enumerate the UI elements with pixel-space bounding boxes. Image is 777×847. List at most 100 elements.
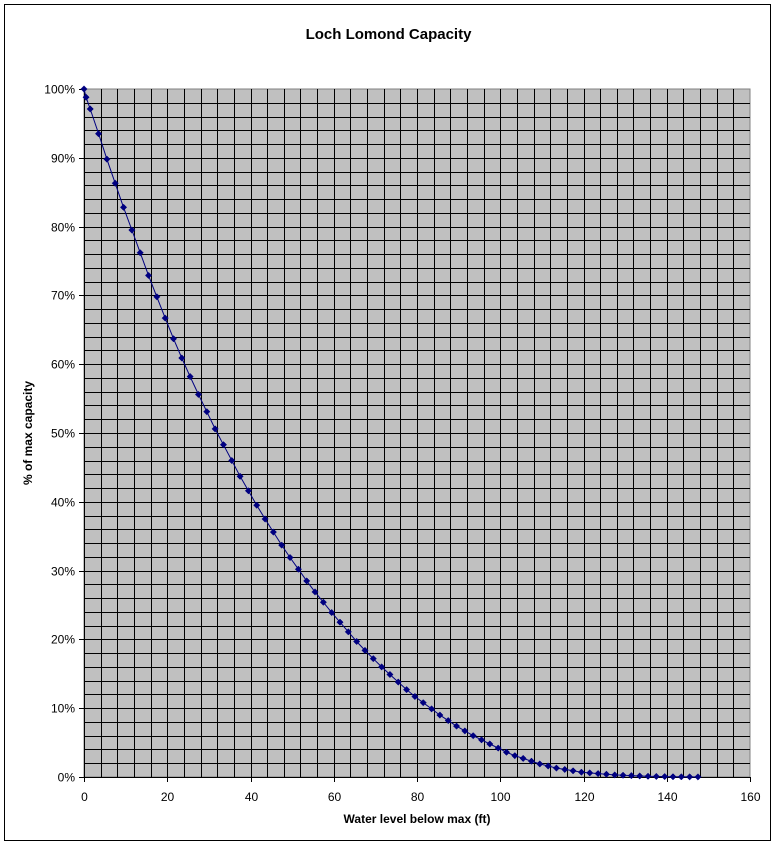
data-point [144,271,153,280]
data-point [95,130,103,138]
data-point [569,767,577,775]
data-point [511,752,519,760]
x-tick-label: 40 [245,790,259,804]
data-point [203,408,211,416]
x-tick-label: 160 [740,790,760,804]
data-point [494,744,502,752]
data-point [369,655,377,663]
data-point [119,203,128,211]
data-point [186,373,194,381]
data-point [128,226,136,234]
data-point [278,541,286,549]
data-point [136,249,144,257]
data-point [611,771,619,779]
data-point [519,754,527,762]
y-tick-label: 70% [51,289,75,303]
x-tick-label: 20 [161,790,175,804]
x-tick-label: 60 [328,790,342,804]
y-tick-label: 100% [44,83,75,97]
data-point [686,773,694,781]
data-point [319,598,327,606]
data-point [386,670,394,679]
data-point [219,441,227,449]
y-tick-label: 40% [51,496,75,510]
data-point [411,692,419,701]
data-point [169,335,178,343]
data-point [194,390,203,399]
data-point [486,740,494,748]
data-point [644,772,652,780]
data-point [419,699,427,707]
x-tick-label: 120 [574,790,594,804]
y-tick-label: 30% [51,565,75,579]
data-point [86,105,94,113]
data-point [677,773,685,781]
data-point [244,487,252,495]
data-point [527,757,536,765]
data-point [627,772,635,780]
x-tick-label: 100 [490,790,510,804]
data-point [403,686,411,694]
data-point [552,764,560,772]
data-point [253,501,261,509]
y-tick-label: 80% [51,221,75,235]
data-point [577,768,585,776]
data-point [502,748,511,756]
data-point [178,354,186,362]
y-tick-label: 0% [58,771,76,785]
data-point [378,663,386,671]
chart-title: Loch Lomond Capacity [305,26,472,43]
data-point [311,588,319,596]
data-point [361,646,369,654]
data-point [436,711,444,719]
data-point [536,760,544,768]
data-point [211,425,219,433]
data-point [444,717,452,725]
data-point [477,736,486,744]
data-point [586,769,594,777]
data-point [469,732,477,740]
y-tick-label: 90% [51,152,75,166]
data-point [594,770,602,778]
data-point [111,179,119,187]
x-tick-label: 0 [81,790,88,804]
data-point [394,678,402,686]
data-point [669,773,677,781]
y-tick-label: 50% [51,427,75,441]
data-points [80,85,702,781]
y-tick-label: 10% [51,702,75,716]
data-point [236,472,244,480]
data-point [353,637,361,646]
data-point [652,772,660,781]
x-tick-label: 80 [411,790,425,804]
data-point [344,628,352,636]
data-point [428,705,436,713]
data-point [80,85,88,93]
data-point [619,771,627,779]
series-line [83,88,698,778]
data-point [328,609,336,617]
data-point [82,93,90,101]
data-point [261,515,269,523]
grid-lines [84,89,750,777]
x-tick-label: 140 [657,790,677,804]
data-point [303,577,311,585]
data-point [452,722,461,730]
data-point [161,314,169,322]
data-point [103,155,111,163]
y-axis-label: % of max capacity [21,380,35,486]
data-point [561,765,569,773]
data-point [286,553,294,562]
data-point [336,618,344,626]
data-point [636,772,644,780]
y-tick-label: 60% [51,358,75,372]
data-point [228,456,236,465]
data-point [544,762,552,770]
data-point [694,773,702,781]
data-point [602,770,610,778]
x-axis-label: Water level below max (ft) [343,812,491,826]
data-point [294,565,302,573]
tick-labels: 0 20 40 60 80 100 120 140 160 0% 10% 20% 30% 40% 50% 60… [44,83,761,805]
data-point [661,773,669,781]
